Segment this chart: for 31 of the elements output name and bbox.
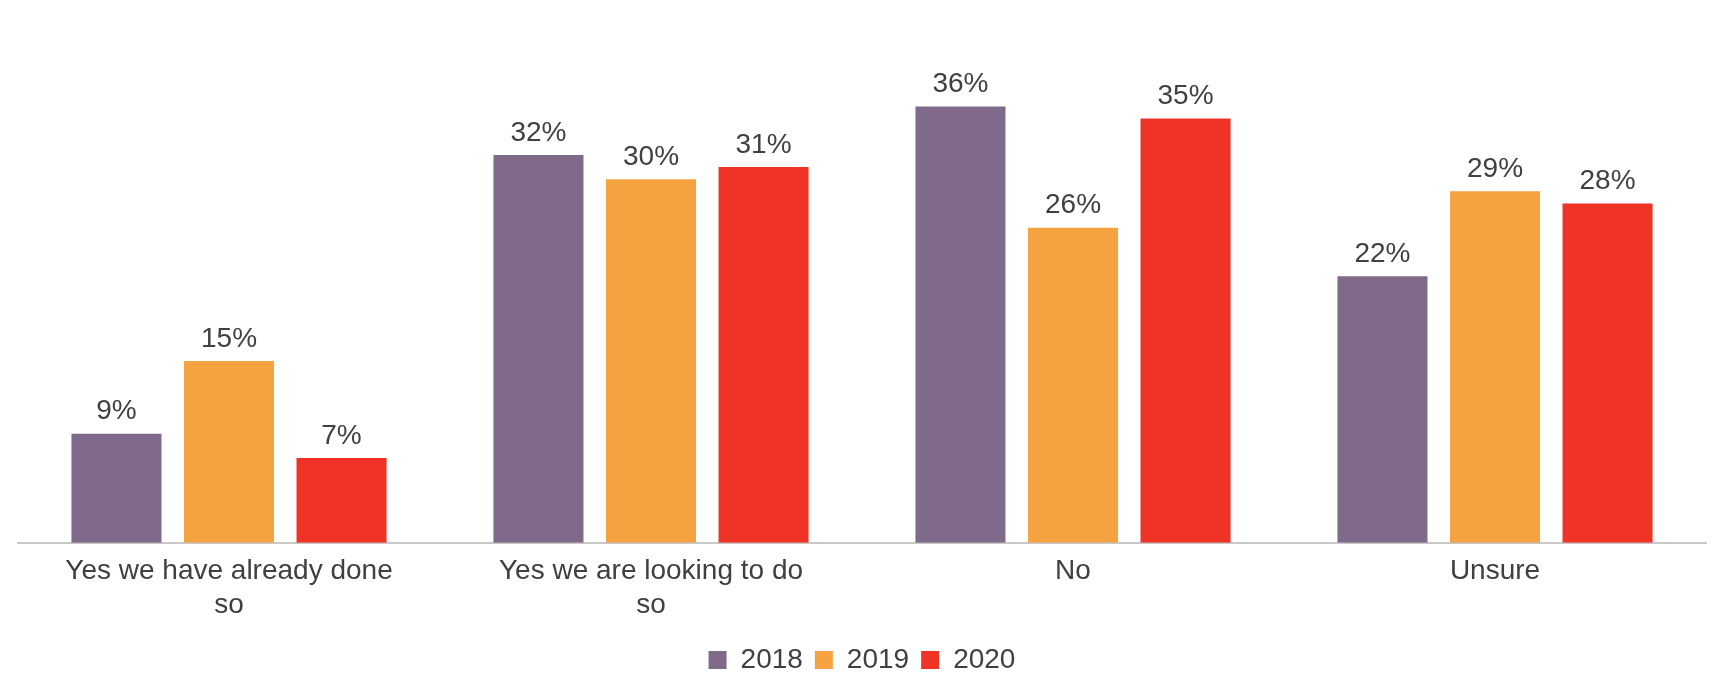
- bar: [718, 167, 809, 543]
- x-tick-label: Unsure: [1449, 554, 1541, 586]
- bar: [1449, 191, 1541, 543]
- data-label: 36%: [932, 67, 989, 99]
- bar: [183, 361, 275, 543]
- x-tick-label: Yes we are looking to do so: [498, 554, 804, 619]
- x-tick-label: No: [1055, 554, 1091, 586]
- data-label: 35%: [1157, 79, 1214, 111]
- bar: [1562, 203, 1653, 543]
- data-label: 9%: [96, 394, 137, 426]
- bar: [1140, 118, 1231, 543]
- legend-label: 2019: [846, 642, 910, 674]
- data-label: 22%: [1354, 236, 1411, 268]
- data-label: 30%: [622, 139, 680, 171]
- bar: [605, 179, 697, 543]
- data-label: 26%: [1044, 188, 1102, 220]
- bar: [296, 457, 387, 543]
- bar: [71, 433, 162, 543]
- legend-label: 2020: [953, 642, 1016, 674]
- data-label: 7%: [321, 418, 362, 450]
- data-label: 15%: [200, 321, 258, 353]
- bar: [1027, 227, 1119, 543]
- bar: [915, 106, 1006, 543]
- data-label: 29%: [1466, 152, 1524, 184]
- legend-label: 2018: [740, 642, 803, 674]
- x-tick-label: Yes we have already done so: [65, 554, 393, 619]
- data-label: 28%: [1579, 164, 1636, 196]
- bar: [1337, 276, 1428, 543]
- data-label: 32%: [510, 115, 567, 147]
- bar: [493, 154, 584, 543]
- data-label: 31%: [735, 127, 792, 159]
